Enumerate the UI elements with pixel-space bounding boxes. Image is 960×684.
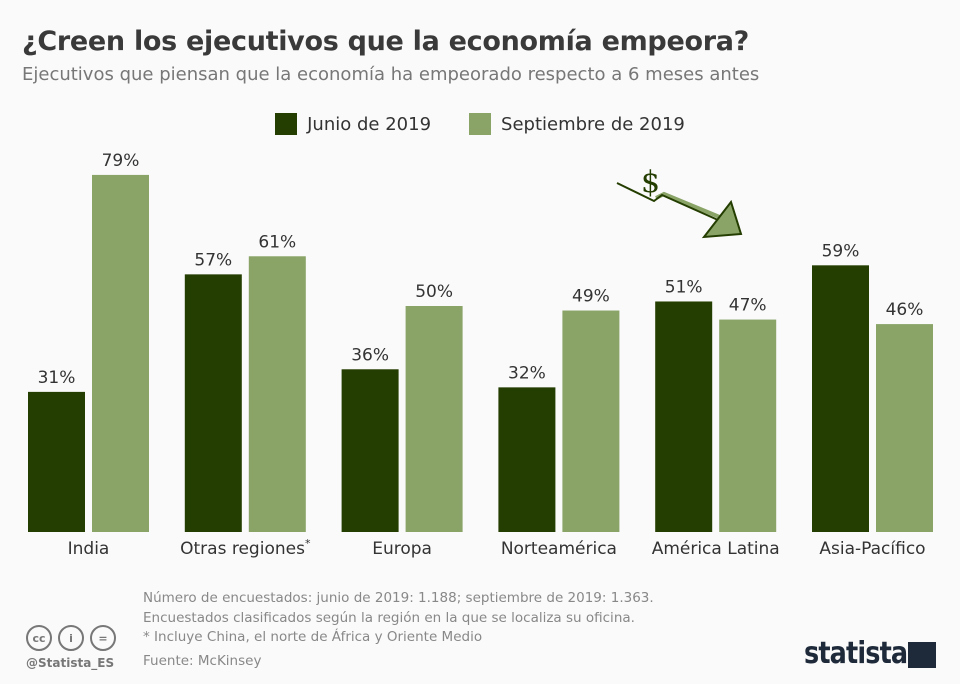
data-label: 49%: [572, 287, 610, 307]
category-label: Asia-Pacífico: [819, 539, 925, 559]
legend-item-junio: Junio de 2019: [275, 113, 431, 135]
data-label: 31%: [38, 368, 76, 388]
falling-dollar-arrow-icon: $: [616, 165, 743, 239]
legend-label: Septiembre de 2019: [501, 113, 685, 135]
page-title: ¿Creen los ejecutivos que la economía em…: [22, 26, 750, 57]
bar: [876, 324, 933, 532]
category-label: Norteamérica: [501, 539, 617, 559]
legend-swatch: [275, 113, 298, 135]
footnote-2: Encuestados clasificados según la región…: [143, 610, 635, 626]
data-label: 59%: [822, 241, 860, 261]
data-label: 79%: [102, 151, 140, 171]
social-handle: @Statista_ES: [26, 656, 115, 670]
data-label: 36%: [351, 345, 389, 365]
no-derivatives-icon: =: [90, 625, 116, 651]
bar: [341, 369, 399, 532]
category-label: Otras regiones*: [180, 537, 311, 559]
source: Fuente: McKinsey: [143, 653, 262, 669]
footnote-1: Número de encuestados: junio de 2019: 1.…: [143, 590, 654, 606]
bar: [719, 319, 777, 532]
category-label: Europa: [372, 539, 432, 559]
bar: [92, 174, 149, 533]
bar: [184, 274, 242, 532]
bar: [562, 310, 620, 532]
legend-label: Junio de 2019: [307, 113, 432, 135]
attribution-icon: i: [58, 625, 84, 651]
data-label: 57%: [194, 250, 232, 270]
data-label: 50%: [415, 282, 453, 302]
bar: [28, 391, 85, 532]
bar: [248, 256, 306, 532]
data-label: 32%: [508, 363, 546, 383]
dollar-sign: $: [641, 165, 660, 200]
bar: [655, 301, 713, 532]
bar: [405, 306, 463, 532]
page-subtitle: Ejecutivos que piensan que la economía h…: [22, 64, 760, 85]
footnote-3: * Incluye China, el norte de África y Or…: [143, 629, 483, 645]
data-label: 61%: [258, 232, 296, 252]
cc-icon: cc: [26, 625, 52, 651]
legend-swatch: [469, 113, 492, 135]
category-label: América Latina: [652, 539, 780, 559]
legend: Junio de 2019 Septiembre de 2019: [0, 113, 960, 135]
statista-logo[interactable]: statista: [804, 636, 908, 671]
statista-logo-mark: [908, 642, 936, 668]
bar: [812, 265, 869, 532]
data-label: 46%: [886, 300, 924, 320]
data-label: 47%: [729, 296, 767, 316]
bar: [498, 387, 556, 532]
data-label: 51%: [665, 277, 703, 297]
category-label: India: [68, 539, 110, 559]
legend-item-septiembre: Septiembre de 2019: [469, 113, 685, 135]
